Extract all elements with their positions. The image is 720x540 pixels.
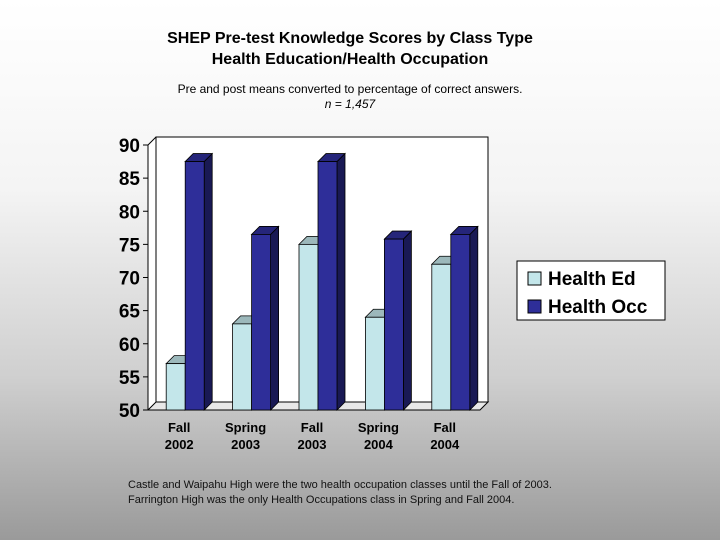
chart-subtitle: Pre and post means converted to percenta… [177,82,523,96]
y-tick-label: 90 [119,136,140,157]
bar-health-ed [298,243,319,411]
legend-swatch [527,299,542,314]
bar-health-occ [184,161,205,411]
bar-health-ed [232,323,253,411]
bar-health-ed [165,363,186,411]
chart-title-line2: Health Education/Health Occupation [211,51,489,68]
x-tick-label: Spring [358,420,399,435]
y-tick-label: 50 [119,401,140,422]
bar-health-occ [317,161,338,411]
plot-wall-edge [147,136,157,146]
bar-side [469,225,479,411]
bar-chart: 50 55 60 65 70 75 80 85 90 Fall 2002 Spring 2003 Fall… [119,136,666,452]
y-tick-label: 85 [119,169,141,190]
x-tick-label: 2003 [298,437,327,452]
x-tick-label: Spring [225,420,266,435]
bar-health-ed [364,316,385,411]
x-tick-label: Fall [301,420,323,435]
bar-side [336,152,346,411]
x-tick-label: 2004 [430,437,460,452]
bar-health-occ [251,234,272,411]
y-tick-label: 80 [119,202,140,223]
legend-label: Health Occ [548,297,648,318]
bar-side [402,230,412,411]
x-tick-label: Fall [168,420,190,435]
y-tick-label: 65 [119,302,141,323]
sample-size-label: n = 1,457 [324,97,376,111]
x-tick-label: Fall [434,420,456,435]
x-tick-label: 2003 [231,437,260,452]
legend-box [516,260,666,321]
x-tick-label: 2002 [165,437,194,452]
y-tick-label: 75 [119,235,141,256]
bar-health-occ [383,238,404,411]
footnote-1: Castle and Waipahu High were the two hea… [128,479,552,491]
bar-health-ed [431,263,452,411]
legend-label: Health Ed [548,269,636,290]
y-tick-label: 70 [119,269,140,290]
bar-health-occ [450,234,471,411]
x-tick-label: 2004 [364,437,394,452]
y-tick-label: 55 [119,368,141,389]
bar-side [270,225,280,411]
legend-swatch [527,271,542,286]
footnote-2: Farrington High was the only Health Occu… [128,494,515,506]
bar-side [203,152,213,411]
chart-title-line1: SHEP Pre-test Knowledge Scores by Class … [167,30,533,47]
y-tick-label: 60 [119,335,140,356]
